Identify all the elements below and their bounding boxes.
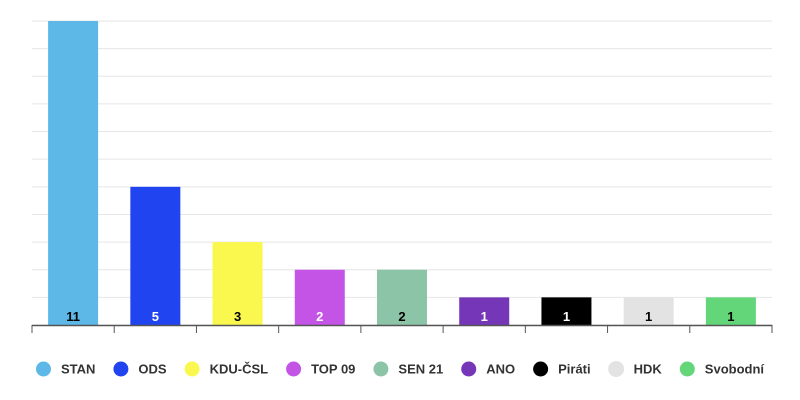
bar-value-label: 1 [645,309,652,324]
bar-value-label: 2 [398,309,405,324]
legend-swatch [113,361,129,377]
legend-item-stan[interactable]: STAN [35,361,95,377]
bar-sen-21 [377,269,427,325]
bar-value-label: 1 [727,309,734,324]
bar-value-label: 5 [152,309,159,324]
legend: STAN ODS KDU-ČSL TOP 09 SEN 21 ANO Piráti HDK Sv… [35,361,765,377]
bar-ano [459,297,510,325]
legend-swatch [533,361,549,377]
legend-item-top-09[interactable]: TOP 09 [286,361,355,377]
legend-swatch [461,361,477,377]
legend-label: Svobodní [705,362,765,377]
bars [48,21,756,325]
legend-swatch [608,361,625,377]
legend-label: STAN [61,362,95,377]
legend-item-pir-ti[interactable]: Piráti [533,361,591,377]
legend-swatch [35,361,51,377]
legend-label: Piráti [558,362,591,377]
bar-top-09 [294,269,345,325]
bar-ods [130,186,181,325]
legend-swatch [679,361,695,377]
x-axis [31,324,773,333]
bar-value-label: 1 [481,309,488,324]
legend-label: SEN 21 [398,362,443,377]
bar-value-label: 1 [563,309,570,324]
bar-value-label: 11 [66,309,80,324]
legend-label: ODS [138,362,167,377]
bar-svobodn- [705,297,756,325]
bar-kdu-sl [212,242,263,325]
legend-label: HDK [634,362,663,377]
bar-pir-ti [541,297,592,325]
legend-swatch [286,361,302,377]
legend-item-ods[interactable]: ODS [113,361,167,377]
legend-item-svobodn-[interactable]: Svobodní [679,361,765,377]
legend-swatch [184,361,200,377]
bar-stan [48,21,99,325]
bar-value-label: 3 [234,309,241,324]
legend-item-sen-21[interactable]: SEN 21 [373,361,443,377]
legend-label: TOP 09 [311,362,355,377]
legend-item-kdu-sl[interactable]: KDU-ČSL [184,361,269,377]
legend-item-ano[interactable]: ANO [461,361,515,377]
legend-swatch [373,361,389,377]
legend-label: ANO [486,362,515,377]
legend-label: KDU-ČSL [210,362,269,377]
bar-labels: 11 5 3 2 2 1 1 1 1 [66,309,734,324]
bar-value-label: 2 [316,309,323,324]
bar-hdk [623,297,674,325]
legend-item-hdk[interactable]: HDK [608,361,663,377]
